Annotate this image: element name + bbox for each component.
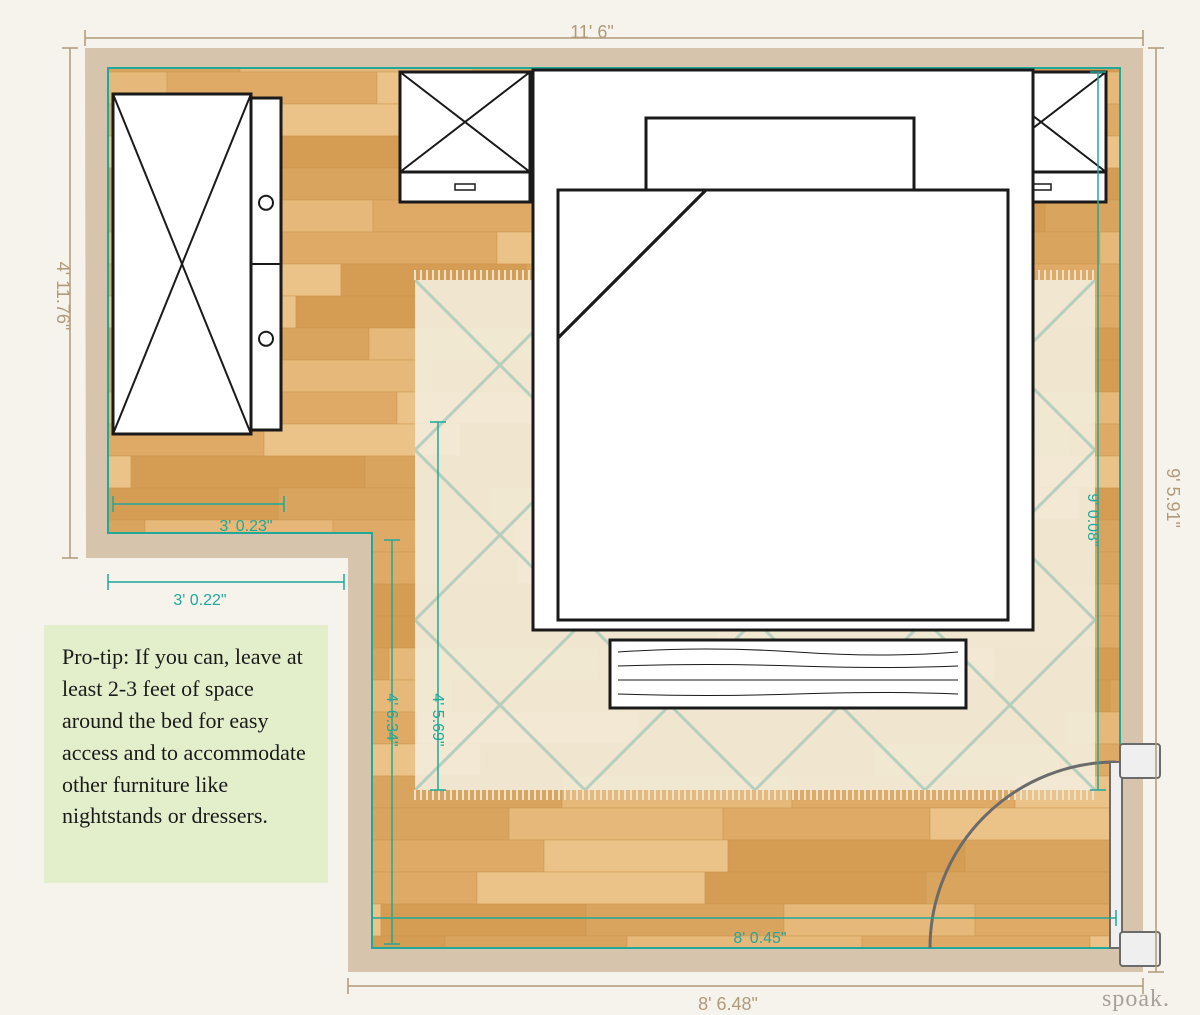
watermark: spoak. [1102,986,1170,1013]
dim-inner-bottom: 8' 0.45" [733,930,786,948]
dim-top: 11' 6" [570,22,614,43]
dim-right: 9' 5.91" [1162,468,1183,528]
pro-tip-box: Pro-tip: If you can, leave at least 2-3 … [44,625,328,883]
dim-inner-rug-r: 9' 0.08" [1083,493,1101,546]
dim-inner-dresser: 3' 0.23" [219,518,272,536]
dim-inner-left-v: 4' 6.34" [382,693,400,746]
dim-inner-rug-v: 4' 5.69" [428,693,446,746]
dim-left: 4' 11.76" [52,262,73,331]
dim-bottom: 8' 6.48" [698,994,758,1015]
dim-notch-h: 3' 0.22" [173,592,226,610]
